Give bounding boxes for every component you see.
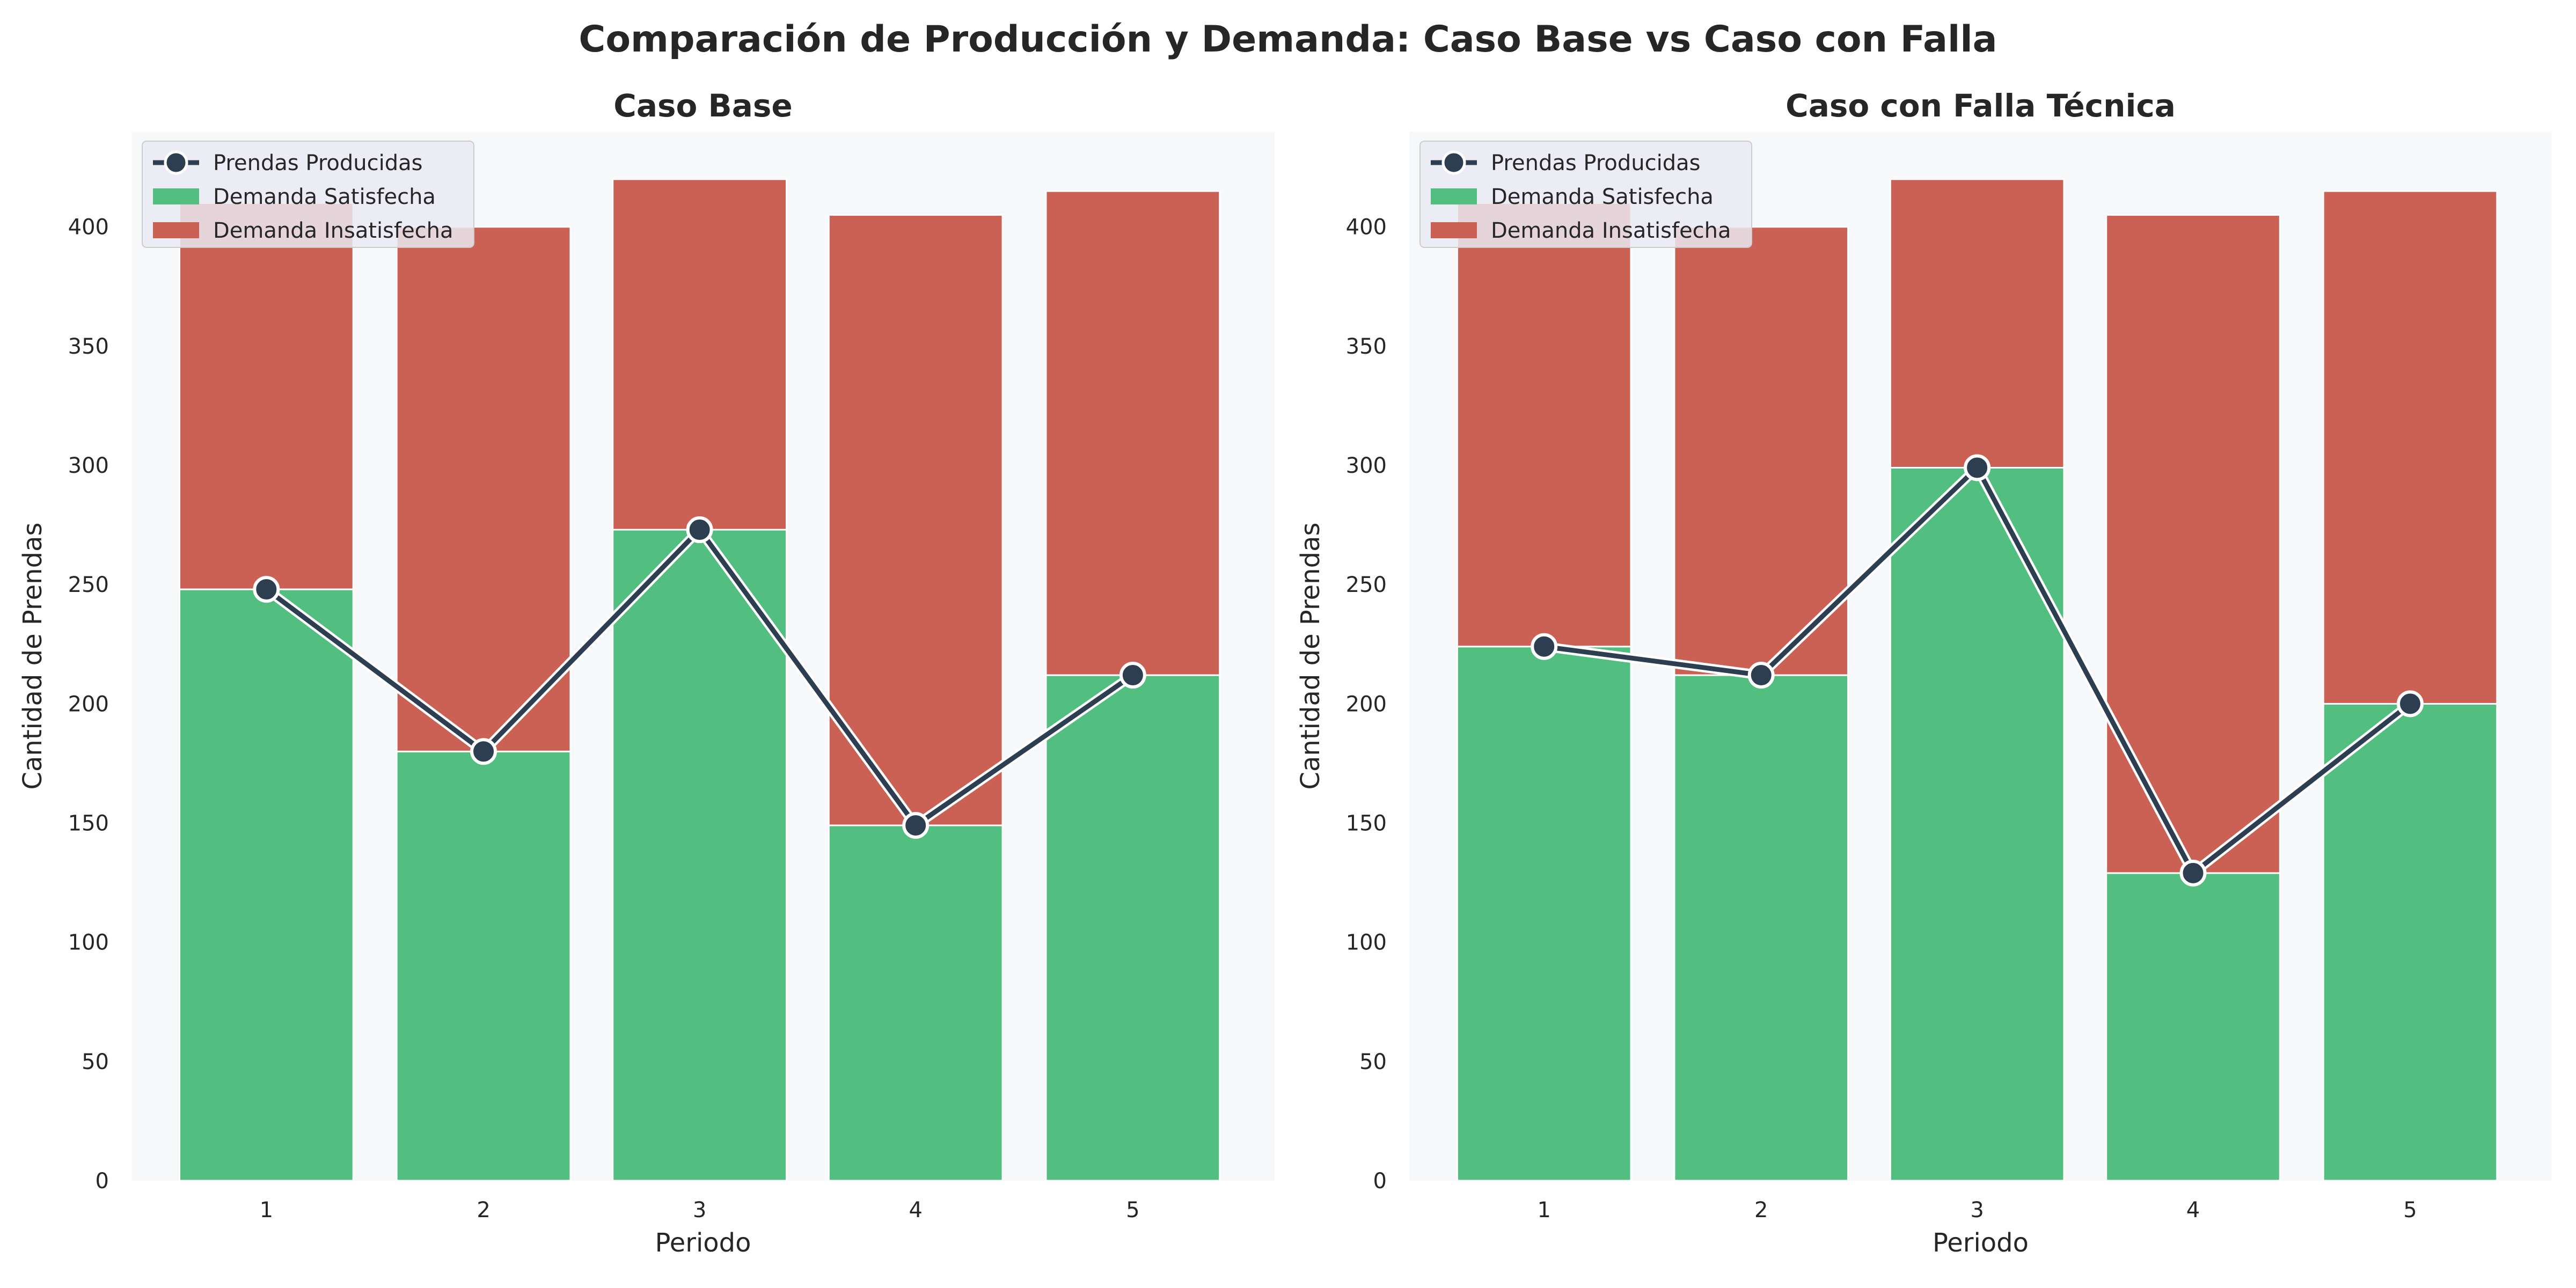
legend-marker — [164, 150, 188, 175]
x-tick-label: 1 — [1537, 1198, 1550, 1223]
bar-demanda-insatisfecha — [828, 214, 1004, 826]
bar-demanda-satisfecha — [612, 529, 787, 1182]
figure-title: Comparación de Producción y Demanda: Cas… — [579, 18, 1997, 61]
x-tick-label: 3 — [693, 1198, 706, 1223]
x-tick-label: 3 — [1970, 1198, 1984, 1223]
bar-demanda-satisfecha — [178, 588, 354, 1182]
panel-title: Caso Base — [613, 87, 792, 124]
point-prendas-producidas — [1964, 454, 1991, 481]
point-prendas-producidas — [1119, 662, 1146, 689]
legend-label: Demanda Insatisfecha — [213, 218, 453, 243]
legend-label: Demanda Satisfecha — [1491, 185, 1714, 209]
y-tick-label: 400 — [1346, 215, 1387, 240]
bar-demanda-insatisfecha — [1045, 190, 1221, 676]
bar-demanda-insatisfecha — [2322, 190, 2498, 705]
legend: Prendas Producidas Demanda Satisfecha Dema… — [1419, 141, 1752, 248]
panel-title: Caso con Falla Técnica — [1785, 87, 2176, 124]
y-axis-label: Cantidad de Prendas — [1296, 523, 1326, 790]
y-tick-label: 350 — [68, 334, 109, 359]
legend-bar-swatch — [1431, 188, 1477, 204]
y-tick-label: 250 — [68, 573, 109, 597]
legend-box — [1419, 141, 1752, 248]
x-tick-label: 2 — [1754, 1198, 1768, 1223]
y-tick-label: 300 — [68, 453, 109, 478]
y-tick-label: 250 — [1346, 573, 1387, 597]
y-tick-label: 200 — [68, 692, 109, 716]
bar-demanda-insatisfecha — [2105, 214, 2281, 874]
point-prendas-producidas — [2397, 690, 2424, 718]
legend: Prendas Producidas Demanda Satisfecha Dema… — [142, 141, 474, 248]
bar-demanda-satisfecha — [2105, 872, 2281, 1182]
bar-demanda-insatisfecha — [178, 202, 354, 590]
bar-demanda-satisfecha — [396, 750, 572, 1182]
y-tick-label: 300 — [1346, 453, 1387, 478]
y-tick-label: 400 — [68, 215, 109, 240]
point-prendas-producidas — [686, 516, 713, 544]
legend-label: Demanda Satisfecha — [213, 185, 436, 209]
point-prendas-producidas — [470, 738, 497, 765]
y-tick-label: 200 — [1346, 692, 1387, 716]
point-prendas-producidas — [1747, 662, 1775, 689]
x-tick-label: 4 — [2186, 1198, 2200, 1223]
point-prendas-producidas — [2179, 859, 2207, 887]
y-tick-label: 150 — [1346, 811, 1387, 836]
point-prendas-producidas — [253, 576, 280, 603]
y-tick-label: 0 — [96, 1169, 109, 1194]
legend-bar-swatch — [1431, 222, 1477, 238]
x-axis-label: Periodo — [1933, 1228, 2029, 1258]
panel-caso-base: Caso Base 0 50 100 150 200 250 300 350 400 1 2 3 4 5 Pe… — [18, 87, 1275, 1258]
x-axis-label: Periodo — [655, 1228, 751, 1258]
bar-demanda-satisfecha — [1045, 674, 1221, 1182]
y-axis-label: Cantidad de Prendas — [18, 523, 48, 790]
y-tick-label: 50 — [82, 1050, 109, 1074]
legend-marker — [1441, 150, 1466, 175]
legend-bar-swatch — [153, 222, 199, 238]
bar-demanda-insatisfecha — [1456, 202, 1632, 648]
bar-demanda-insatisfecha — [1673, 226, 1849, 676]
y-tick-label: 100 — [1346, 931, 1387, 955]
bar-demanda-satisfecha — [1456, 646, 1632, 1182]
point-prendas-producidas — [1531, 633, 1558, 660]
x-tick-label: 2 — [477, 1198, 490, 1223]
bar-demanda-satisfecha — [828, 824, 1004, 1182]
y-tick-label: 50 — [1359, 1050, 1387, 1074]
legend-label: Demanda Insatisfecha — [1491, 218, 1731, 243]
bar-demanda-insatisfecha — [612, 178, 787, 531]
y-tick-label: 350 — [1346, 334, 1387, 359]
bar-demanda-satisfecha — [1673, 674, 1849, 1182]
bar-demanda-insatisfecha — [1889, 178, 2065, 469]
bar-demanda-insatisfecha — [396, 226, 572, 752]
x-tick-label: 5 — [2403, 1198, 2417, 1223]
y-tick-label: 0 — [1373, 1169, 1387, 1194]
x-tick-label: 1 — [260, 1198, 273, 1223]
x-tick-label: 4 — [909, 1198, 922, 1223]
point-prendas-producidas — [902, 811, 930, 839]
x-tick-label: 5 — [1126, 1198, 1139, 1223]
y-tick-label: 150 — [68, 811, 109, 836]
legend-label: Prendas Producidas — [1491, 151, 1700, 175]
legend-label: Prendas Producidas — [213, 151, 422, 175]
panel-caso-falla: Caso con Falla Técnica 0 50 100 150 200 250 300… — [1296, 87, 2552, 1258]
y-tick-label: 100 — [68, 931, 109, 955]
legend-box — [142, 141, 474, 248]
bar-demanda-satisfecha — [2322, 702, 2498, 1182]
legend-bar-swatch — [153, 188, 199, 204]
